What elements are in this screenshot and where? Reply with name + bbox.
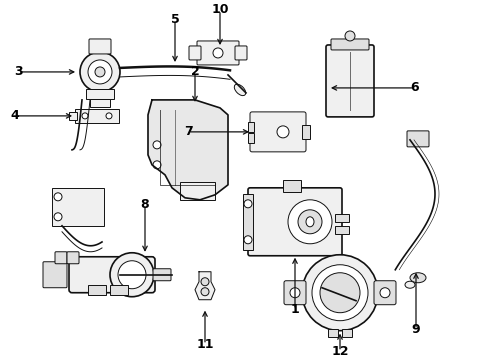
FancyBboxPatch shape xyxy=(67,252,79,264)
Circle shape xyxy=(54,193,62,201)
FancyBboxPatch shape xyxy=(235,46,247,60)
Ellipse shape xyxy=(405,281,415,288)
Circle shape xyxy=(290,288,300,298)
FancyBboxPatch shape xyxy=(69,112,77,120)
Circle shape xyxy=(213,48,223,58)
Circle shape xyxy=(288,200,332,244)
FancyBboxPatch shape xyxy=(86,89,114,99)
Text: 1: 1 xyxy=(291,303,299,316)
FancyBboxPatch shape xyxy=(89,39,111,54)
Circle shape xyxy=(298,210,322,234)
FancyBboxPatch shape xyxy=(283,180,301,192)
Circle shape xyxy=(82,113,88,119)
Circle shape xyxy=(153,141,161,149)
Circle shape xyxy=(110,253,154,297)
Text: 9: 9 xyxy=(412,323,420,336)
FancyBboxPatch shape xyxy=(153,269,171,281)
Circle shape xyxy=(54,213,62,221)
FancyBboxPatch shape xyxy=(180,182,215,200)
Circle shape xyxy=(277,126,289,138)
Circle shape xyxy=(244,200,252,208)
Circle shape xyxy=(118,261,146,289)
FancyBboxPatch shape xyxy=(250,112,306,152)
Circle shape xyxy=(80,52,120,92)
Text: 3: 3 xyxy=(14,66,23,78)
FancyBboxPatch shape xyxy=(328,329,338,337)
Circle shape xyxy=(312,265,368,321)
Circle shape xyxy=(345,31,355,41)
Circle shape xyxy=(201,278,209,286)
FancyBboxPatch shape xyxy=(43,262,67,288)
Text: 11: 11 xyxy=(196,338,214,351)
Circle shape xyxy=(320,273,360,313)
Circle shape xyxy=(302,255,378,331)
FancyBboxPatch shape xyxy=(248,188,342,256)
Text: 5: 5 xyxy=(171,13,179,27)
Circle shape xyxy=(201,288,209,296)
Circle shape xyxy=(153,161,161,169)
Ellipse shape xyxy=(410,273,426,283)
Text: 8: 8 xyxy=(141,198,149,211)
FancyBboxPatch shape xyxy=(110,285,128,295)
FancyBboxPatch shape xyxy=(335,226,349,234)
Ellipse shape xyxy=(306,217,314,227)
Text: 6: 6 xyxy=(411,81,419,94)
Polygon shape xyxy=(195,272,215,300)
Text: 12: 12 xyxy=(331,345,349,358)
FancyBboxPatch shape xyxy=(331,39,369,50)
FancyBboxPatch shape xyxy=(52,188,104,226)
FancyBboxPatch shape xyxy=(248,122,254,132)
Text: 2: 2 xyxy=(191,66,199,78)
Circle shape xyxy=(244,236,252,244)
FancyBboxPatch shape xyxy=(88,285,106,295)
FancyBboxPatch shape xyxy=(75,109,119,123)
FancyBboxPatch shape xyxy=(284,281,306,305)
Circle shape xyxy=(106,113,112,119)
FancyBboxPatch shape xyxy=(90,99,110,107)
FancyBboxPatch shape xyxy=(189,46,201,60)
Circle shape xyxy=(88,60,112,84)
Text: 7: 7 xyxy=(184,125,193,138)
Circle shape xyxy=(380,288,390,298)
Ellipse shape xyxy=(234,84,245,96)
FancyBboxPatch shape xyxy=(407,131,429,147)
FancyBboxPatch shape xyxy=(55,252,67,264)
FancyBboxPatch shape xyxy=(374,281,396,305)
FancyBboxPatch shape xyxy=(243,194,253,250)
FancyBboxPatch shape xyxy=(69,257,155,293)
FancyBboxPatch shape xyxy=(302,125,310,139)
FancyBboxPatch shape xyxy=(342,329,352,337)
FancyBboxPatch shape xyxy=(335,214,349,222)
Text: 10: 10 xyxy=(211,4,229,17)
FancyBboxPatch shape xyxy=(248,133,254,143)
FancyBboxPatch shape xyxy=(197,41,239,65)
FancyBboxPatch shape xyxy=(326,45,374,117)
Text: 4: 4 xyxy=(11,109,20,122)
Circle shape xyxy=(95,67,105,77)
Polygon shape xyxy=(148,100,228,200)
